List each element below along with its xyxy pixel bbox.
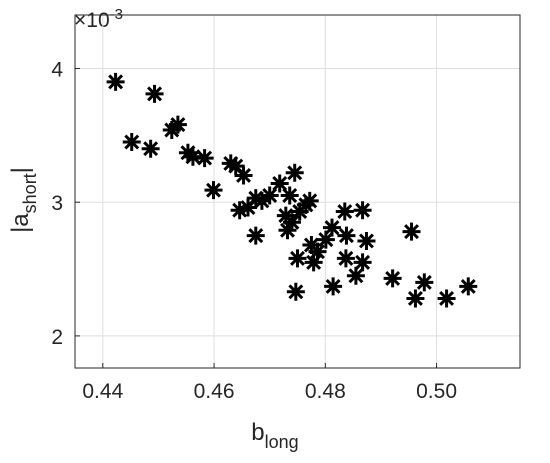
x-tick-label: 0.44 xyxy=(82,380,123,403)
x-axis-label: blong xyxy=(251,419,298,452)
marker xyxy=(221,154,240,173)
marker xyxy=(122,133,141,152)
marker xyxy=(246,189,265,208)
marker xyxy=(290,202,309,221)
marker xyxy=(106,72,125,91)
marker xyxy=(238,198,257,217)
x-tick-label: 0.48 xyxy=(305,380,346,403)
marker xyxy=(234,166,253,185)
marker xyxy=(402,222,421,241)
y-tick-label: 2 xyxy=(51,326,63,349)
marker xyxy=(288,249,307,268)
marker xyxy=(260,186,279,205)
marker xyxy=(459,277,478,296)
marker xyxy=(324,277,343,296)
marker xyxy=(280,186,299,205)
marker xyxy=(322,218,341,237)
marker xyxy=(145,84,164,103)
marker xyxy=(246,226,265,245)
marker xyxy=(308,242,327,261)
marker xyxy=(168,115,187,134)
marker xyxy=(346,266,365,285)
marker xyxy=(204,181,223,200)
marker xyxy=(252,191,271,210)
marker xyxy=(285,163,304,182)
y-tick-label: 3 xyxy=(51,192,63,215)
marker xyxy=(302,235,321,254)
marker xyxy=(383,269,402,288)
x-tick-label: 0.46 xyxy=(194,380,235,403)
marker xyxy=(278,221,297,240)
y-tick-label: 4 xyxy=(51,58,63,81)
x-tick-label: 0.50 xyxy=(416,380,457,403)
axes-box xyxy=(74,14,521,369)
marker xyxy=(437,289,456,308)
marker xyxy=(282,213,301,232)
marker xyxy=(195,149,214,168)
marker xyxy=(415,273,434,292)
marker xyxy=(335,202,354,221)
marker xyxy=(300,191,319,210)
marker xyxy=(183,147,202,166)
marker xyxy=(357,231,376,250)
marker xyxy=(141,139,160,158)
y-axis-label: |ashort| xyxy=(7,167,40,233)
marker xyxy=(276,206,295,225)
marker xyxy=(286,282,305,301)
marker xyxy=(336,249,355,268)
marker xyxy=(353,201,372,220)
marker xyxy=(316,230,335,249)
marker xyxy=(270,174,289,193)
marker xyxy=(230,201,249,220)
marker xyxy=(226,157,245,176)
marker xyxy=(406,289,425,308)
marker xyxy=(337,226,356,245)
marker xyxy=(353,253,372,272)
marker xyxy=(304,253,323,272)
plot-area xyxy=(75,15,520,368)
